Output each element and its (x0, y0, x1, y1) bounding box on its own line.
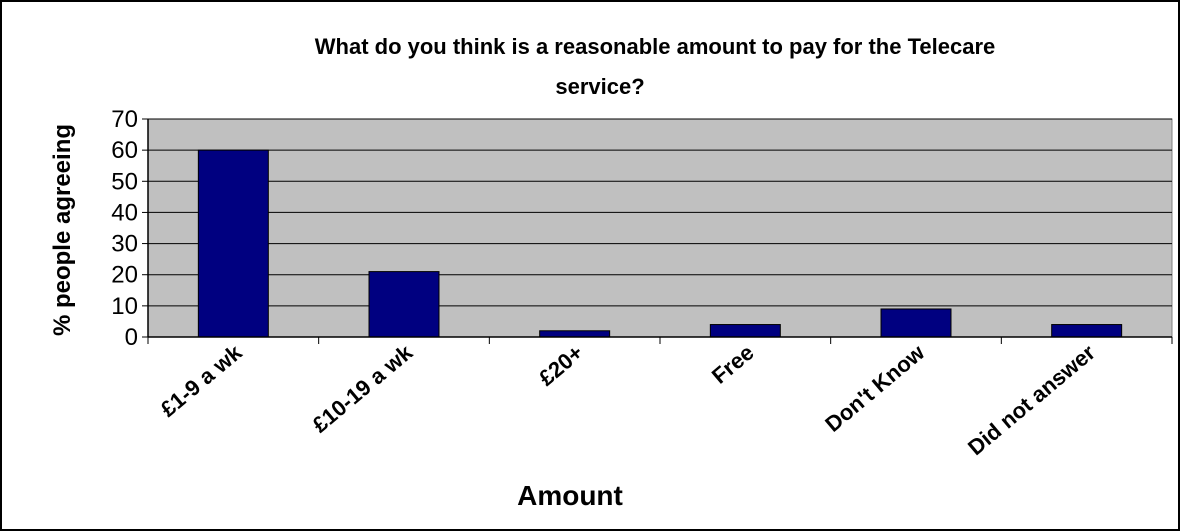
bars (197, 149, 1123, 338)
y-tick-label-20: 20 (111, 262, 138, 289)
y-tick-label-40: 40 (111, 199, 138, 226)
bar-0 (197, 149, 269, 338)
chart-title-line-2: service? (555, 74, 644, 99)
bar-3 (709, 324, 781, 338)
y-axis-title: % people agreeing (49, 124, 76, 336)
x-axis-title: Amount (517, 480, 623, 511)
chart-title-line-1: What do you think is a reasonable amount… (315, 34, 996, 59)
bar-2 (539, 330, 611, 338)
y-tick-labels: 0 10 20 30 40 50 60 70 (111, 106, 138, 351)
bar-1 (368, 271, 440, 338)
y-tick-label-0: 0 (125, 324, 138, 351)
y-tick-label-60: 60 (111, 137, 138, 164)
plot-area (147, 118, 1173, 338)
bar-5 (1051, 324, 1123, 338)
y-tick-label-50: 50 (111, 168, 138, 195)
gridlines (148, 118, 1172, 307)
axes (142, 118, 1173, 344)
y-tick-label-10: 10 (111, 293, 138, 320)
y-tick-label-70: 70 (111, 106, 138, 133)
y-tick-label-30: 30 (111, 231, 138, 258)
bar-4 (880, 308, 952, 338)
